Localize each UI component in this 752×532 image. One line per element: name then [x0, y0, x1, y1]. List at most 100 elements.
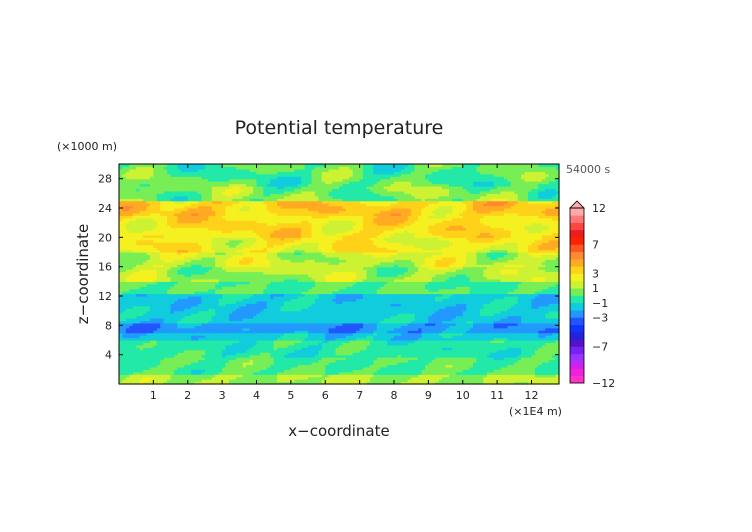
- field-cell: [301, 178, 306, 182]
- field-cell: [270, 278, 275, 282]
- field-cell: [153, 230, 158, 234]
- field-cell: [273, 337, 278, 341]
- field-cell: [256, 366, 261, 370]
- field-cell: [215, 217, 220, 221]
- field-cell: [287, 256, 292, 260]
- field-cell: [146, 171, 151, 175]
- field-cell: [129, 357, 134, 361]
- field-cell: [156, 310, 161, 314]
- field-cell: [232, 381, 237, 385]
- field-cell: [125, 332, 130, 336]
- field-cell: [215, 322, 220, 326]
- field-cell: [277, 239, 282, 243]
- field-cell: [273, 369, 278, 373]
- field-cell: [266, 296, 271, 300]
- field-cell: [194, 212, 199, 216]
- field-cell: [170, 310, 175, 314]
- field-cell: [125, 318, 130, 322]
- field-cell: [119, 286, 124, 290]
- field-cell: [273, 313, 278, 317]
- field-cell: [180, 205, 185, 209]
- field-cell: [229, 369, 234, 373]
- field-cell: [229, 166, 234, 170]
- field-cell: [273, 266, 278, 270]
- field-cell: [156, 183, 161, 187]
- field-cell: [270, 195, 275, 199]
- field-cell: [208, 178, 213, 182]
- field-cell: [170, 210, 175, 214]
- field-cell: [146, 357, 151, 361]
- field-cell: [119, 249, 124, 253]
- field-cell: [174, 256, 179, 260]
- field-cell: [304, 193, 309, 197]
- field-cell: [187, 266, 192, 270]
- field-cell: [177, 369, 182, 373]
- field-cell: [229, 318, 234, 322]
- field-cell: [294, 220, 299, 224]
- field-cell: [218, 168, 223, 172]
- field-cell: [232, 337, 237, 341]
- field-cell: [297, 340, 302, 344]
- field-cell: [239, 205, 244, 209]
- field-cell: [184, 369, 189, 373]
- field-cell: [119, 222, 124, 226]
- field-cell: [174, 190, 179, 194]
- field-cell: [263, 200, 268, 204]
- field-cell: [153, 181, 158, 185]
- field-cell: [136, 354, 141, 358]
- field-cell: [160, 195, 165, 199]
- field-cell: [132, 318, 137, 322]
- field-cell: [222, 200, 227, 204]
- field-cell: [204, 195, 209, 199]
- field-cell: [301, 274, 306, 278]
- field-cell: [122, 208, 127, 212]
- field-cell: [225, 210, 230, 214]
- field-cell: [277, 259, 282, 263]
- field-cell: [225, 281, 230, 285]
- field-cell: [235, 354, 240, 358]
- field-cell: [177, 186, 182, 190]
- field-cell: [129, 256, 134, 260]
- field-cell: [232, 232, 237, 236]
- field-cell: [304, 357, 309, 361]
- field-cell: [194, 357, 199, 361]
- field-cell: [125, 371, 130, 375]
- field-cell: [143, 320, 148, 324]
- field-cell: [290, 342, 295, 346]
- field-cell: [139, 247, 144, 251]
- field-cell: [170, 205, 175, 209]
- field-cell: [232, 181, 237, 185]
- field-cell: [170, 217, 175, 221]
- field-cell: [201, 352, 206, 356]
- field-cell: [153, 232, 158, 236]
- field-cell: [270, 232, 275, 236]
- field-cell: [177, 212, 182, 216]
- field-cell: [277, 354, 282, 358]
- field-cell: [208, 212, 213, 216]
- field-cell: [232, 171, 237, 175]
- field-cell: [170, 254, 175, 258]
- field-cell: [301, 303, 306, 307]
- field-cell: [229, 195, 234, 199]
- field-cell: [160, 212, 165, 216]
- field-cell: [180, 322, 185, 326]
- field-cell: [242, 234, 247, 238]
- field-cell: [180, 244, 185, 248]
- field-cell: [129, 266, 134, 270]
- field-cell: [163, 298, 168, 302]
- field-cell: [235, 259, 240, 263]
- field-cell: [174, 254, 179, 258]
- field-cell: [249, 249, 254, 253]
- field-cell: [218, 366, 223, 370]
- field-cell: [122, 259, 127, 263]
- field-cell: [122, 217, 127, 221]
- field-cell: [273, 217, 278, 221]
- field-cell: [280, 315, 285, 319]
- field-cell: [249, 242, 254, 246]
- field-cell: [294, 357, 299, 361]
- field-cell: [139, 305, 144, 309]
- field-cell: [218, 352, 223, 356]
- field-cell: [139, 252, 144, 256]
- field-cell: [163, 212, 168, 216]
- field-cell: [246, 193, 251, 197]
